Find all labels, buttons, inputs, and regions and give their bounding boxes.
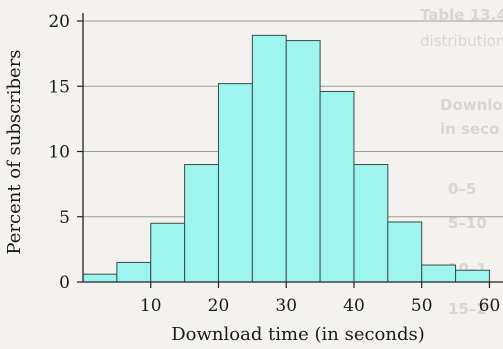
x-tick-labels: 10 20 30 40 50 60 (140, 282, 500, 316)
bar-35-40 (319, 90, 355, 283)
bar-45-50 (387, 221, 423, 283)
y-tick-labels: 0 5 10 15 20 (48, 12, 83, 293)
background-text-2: distribution (420, 32, 503, 50)
axes (82, 13, 503, 283)
bar-50-55 (421, 264, 457, 283)
bar-30-35 (285, 40, 321, 283)
bar-25-30 (251, 34, 287, 283)
y-tick-label: 15 (48, 77, 70, 97)
x-tick-label: 50 (411, 296, 433, 316)
x-tick-label: 30 (275, 296, 297, 316)
background-text-8: 15–2 (448, 300, 487, 318)
bar-0-5 (82, 273, 118, 283)
bar-55-60 (455, 269, 490, 283)
background-text-3: Downlo (440, 96, 503, 114)
bars (82, 34, 490, 283)
x-axis-label: Download time (in seconds) (171, 324, 425, 345)
bar-20-25 (217, 83, 253, 283)
y-axis-label: Percent of subscribers (4, 49, 25, 254)
x-tick-label: 60 (479, 296, 501, 316)
x-tick-label: 20 (208, 296, 230, 316)
background-text-1: Table 13.4 (420, 6, 503, 24)
bar-10-15 (150, 222, 186, 283)
y-tick-label: 10 (48, 143, 70, 163)
background-text-5: 0–5 (448, 180, 477, 198)
bar-5-10 (116, 261, 152, 283)
x-tick-label: 10 (140, 296, 162, 316)
background-text-6: 5–10 (448, 214, 487, 232)
y-tick-label: 0 (59, 273, 70, 293)
x-tick-label: 40 (343, 296, 365, 316)
bar-15-20 (184, 164, 219, 283)
y-tick-label: 5 (59, 208, 70, 228)
background-text-4: in seco (440, 120, 500, 138)
bar-40-45 (353, 164, 389, 283)
y-tick-label: 20 (48, 12, 70, 32)
